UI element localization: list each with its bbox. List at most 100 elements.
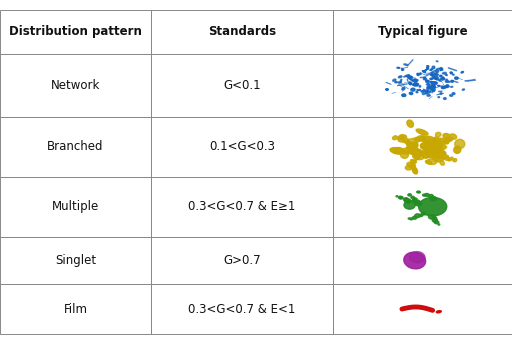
Ellipse shape: [432, 72, 434, 73]
Ellipse shape: [411, 159, 416, 163]
Bar: [333, 237, 512, 284]
Bar: [0, 10, 151, 54]
Ellipse shape: [409, 92, 413, 94]
Ellipse shape: [449, 137, 453, 141]
Text: Network: Network: [51, 79, 100, 92]
Ellipse shape: [411, 146, 418, 150]
Ellipse shape: [430, 196, 437, 201]
Ellipse shape: [423, 77, 426, 79]
Ellipse shape: [406, 141, 410, 144]
Ellipse shape: [417, 73, 419, 74]
Ellipse shape: [403, 139, 409, 143]
Ellipse shape: [414, 137, 420, 142]
Ellipse shape: [402, 88, 404, 90]
Bar: [151, 177, 333, 237]
Ellipse shape: [413, 84, 416, 85]
Ellipse shape: [453, 159, 457, 162]
Ellipse shape: [404, 252, 425, 269]
Ellipse shape: [422, 194, 425, 196]
Ellipse shape: [393, 148, 403, 153]
Ellipse shape: [443, 139, 451, 142]
Ellipse shape: [436, 132, 441, 137]
Ellipse shape: [404, 198, 409, 202]
Ellipse shape: [427, 91, 431, 93]
Ellipse shape: [433, 82, 437, 84]
Ellipse shape: [398, 136, 404, 140]
Ellipse shape: [435, 146, 442, 151]
Ellipse shape: [416, 135, 425, 141]
Ellipse shape: [430, 144, 437, 150]
Ellipse shape: [408, 142, 415, 147]
Ellipse shape: [413, 198, 417, 201]
Ellipse shape: [427, 67, 429, 69]
Ellipse shape: [425, 80, 430, 83]
Bar: [333, 10, 512, 54]
Ellipse shape: [421, 136, 435, 142]
Ellipse shape: [442, 72, 446, 74]
Ellipse shape: [434, 78, 437, 80]
Ellipse shape: [438, 141, 445, 146]
Ellipse shape: [404, 76, 406, 77]
Ellipse shape: [430, 152, 435, 156]
Bar: [151, 284, 333, 334]
Ellipse shape: [436, 78, 438, 80]
Ellipse shape: [435, 70, 439, 72]
Ellipse shape: [409, 148, 419, 154]
Ellipse shape: [432, 85, 435, 87]
Ellipse shape: [393, 79, 396, 81]
Ellipse shape: [406, 142, 412, 145]
Bar: [151, 54, 333, 117]
Ellipse shape: [442, 77, 444, 79]
Text: Distribution pattern: Distribution pattern: [9, 26, 142, 38]
Text: 0.1<G<0.3: 0.1<G<0.3: [209, 140, 275, 153]
Ellipse shape: [404, 64, 408, 65]
Ellipse shape: [446, 85, 449, 87]
Ellipse shape: [431, 89, 435, 91]
Ellipse shape: [410, 78, 412, 80]
Ellipse shape: [423, 148, 431, 155]
Ellipse shape: [445, 74, 447, 75]
Ellipse shape: [433, 146, 441, 152]
Ellipse shape: [436, 141, 442, 146]
Ellipse shape: [418, 197, 446, 216]
Ellipse shape: [432, 217, 437, 220]
Ellipse shape: [401, 148, 414, 154]
Ellipse shape: [430, 69, 433, 70]
Ellipse shape: [431, 87, 433, 88]
Ellipse shape: [449, 157, 453, 161]
Ellipse shape: [455, 139, 465, 149]
Ellipse shape: [414, 79, 418, 81]
Bar: [151, 10, 333, 54]
Ellipse shape: [434, 146, 446, 151]
Ellipse shape: [416, 151, 421, 155]
Bar: [0, 117, 151, 177]
Ellipse shape: [409, 82, 411, 85]
Text: Singlet: Singlet: [55, 254, 96, 267]
Ellipse shape: [429, 194, 433, 197]
Ellipse shape: [455, 77, 458, 79]
Ellipse shape: [430, 78, 433, 79]
Ellipse shape: [417, 84, 419, 86]
Bar: [333, 54, 512, 117]
Ellipse shape: [438, 138, 446, 142]
Ellipse shape: [413, 154, 420, 158]
Ellipse shape: [425, 93, 428, 94]
Ellipse shape: [413, 84, 417, 86]
Ellipse shape: [424, 140, 436, 147]
Ellipse shape: [440, 161, 444, 165]
Ellipse shape: [407, 120, 414, 127]
Ellipse shape: [446, 79, 447, 80]
Ellipse shape: [400, 81, 401, 82]
Ellipse shape: [426, 84, 429, 85]
Ellipse shape: [432, 219, 437, 222]
Ellipse shape: [433, 74, 436, 75]
Text: 0.3<G<0.7 & E<1: 0.3<G<0.7 & E<1: [188, 303, 295, 315]
Ellipse shape: [429, 141, 435, 149]
Ellipse shape: [397, 67, 400, 68]
Ellipse shape: [413, 79, 417, 82]
Ellipse shape: [407, 75, 410, 77]
Ellipse shape: [408, 194, 411, 196]
Ellipse shape: [450, 95, 453, 96]
Ellipse shape: [440, 68, 442, 70]
Ellipse shape: [412, 216, 417, 219]
